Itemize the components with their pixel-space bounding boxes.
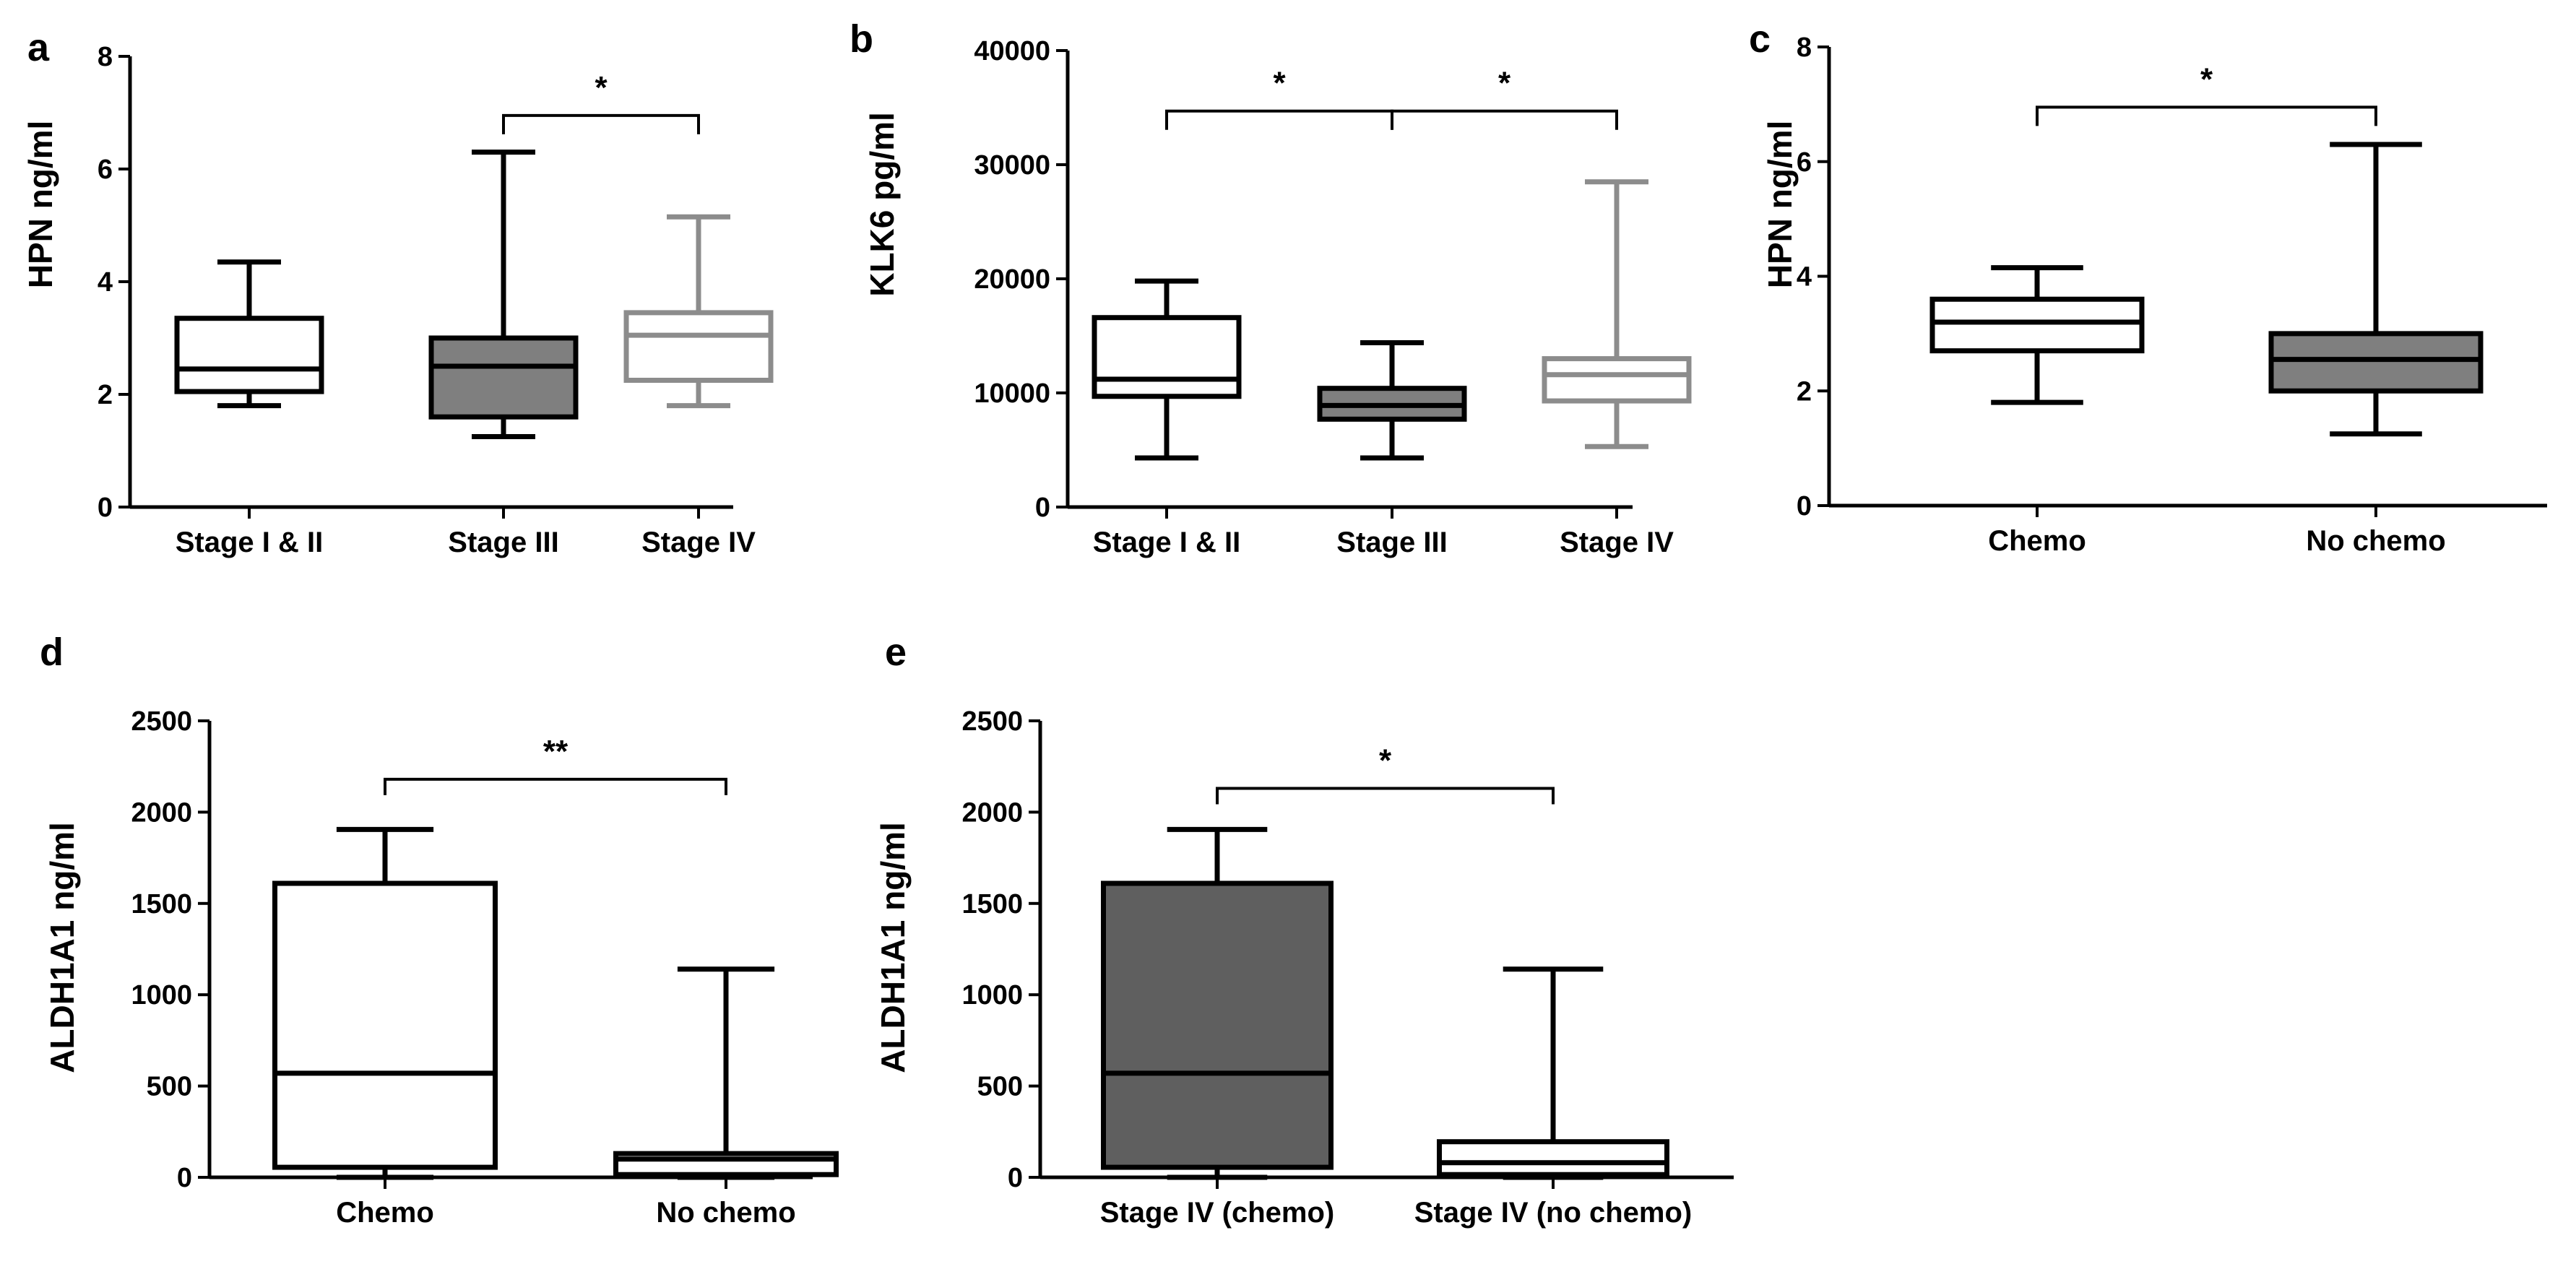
- panel-b-y-tick-label: 10000: [974, 378, 1050, 409]
- panel-a-sig-bracket-0: [502, 113, 700, 134]
- panel-e-x-tick-label: Stage IV (no chemo): [1414, 1197, 1693, 1229]
- panel-a-x-tick-label: Stage III: [448, 527, 558, 558]
- panel-a-sig-label-0: *: [595, 70, 608, 105]
- panel-c-y-tick-label: 8: [1797, 33, 1812, 63]
- panel-d-y-tick-label: 1000: [131, 980, 192, 1010]
- panel-e-letter: e: [885, 631, 907, 674]
- panel-a-box-0-iqr: [174, 316, 324, 394]
- panel-d-sig-bracket-0: [384, 777, 727, 795]
- panel-c-y-tick-label: 0: [1797, 491, 1812, 521]
- panel-b-y-tick-label: 40000: [974, 36, 1050, 66]
- panel-e-y-axis-label: ALDH1A1 ng/ml: [874, 822, 912, 1073]
- panel-e-y-tick-label: 2500: [961, 706, 1023, 737]
- panel-e-sig-label-0: *: [1379, 743, 1392, 779]
- panel-e-y-tick-label: 500: [977, 1072, 1023, 1102]
- panel-b-sig-bracket-1: [1391, 109, 1618, 130]
- panel-a-x-tick-label: Stage IV: [641, 527, 756, 558]
- panel-d-y-axis-label: ALDH1A1 ng/ml: [43, 822, 81, 1073]
- panel-d-x-tick-label: No chemo: [656, 1197, 795, 1229]
- panel-a-letter: a: [27, 26, 50, 69]
- panel-e-y-tick-label: 1500: [961, 889, 1023, 919]
- panel-c-sig-bracket-0: [2036, 105, 2377, 126]
- panel-b-x-tick-label: Stage IV: [1560, 527, 1674, 558]
- panel-a-y-tick-label: 6: [98, 155, 113, 185]
- panel-e-box-0-iqr: [1101, 880, 1334, 1170]
- panel-c-sig-label-0: *: [2200, 61, 2213, 97]
- panel-d-sig-label-0: **: [543, 734, 569, 769]
- panel-c-x-tick-label: No chemo: [2306, 525, 2445, 557]
- panel-e-sig-bracket-0: [1216, 787, 1555, 805]
- panel-b-box-2-iqr: [1542, 356, 1692, 404]
- panel-c-y-tick-label: 4: [1797, 262, 1812, 293]
- panel-e-y-tick-label: 2000: [961, 797, 1023, 828]
- panel-b-x-tick-label: Stage III: [1336, 527, 1447, 558]
- panel-b-box-0-iqr: [1092, 315, 1242, 399]
- panel-d-y-tick-label: 2500: [131, 706, 192, 737]
- panel-d-y-tick-label: 1500: [131, 889, 192, 919]
- panel-b-letter: b: [850, 17, 873, 61]
- panel-b-y-tick-label: 20000: [974, 264, 1050, 295]
- panel-a-box-2-iqr: [623, 310, 774, 383]
- panel-d-x-tick-label: Chemo: [336, 1197, 434, 1229]
- panel-e-box-1-iqr: [1437, 1139, 1669, 1177]
- panel-a-x-tick-label: Stage I & II: [176, 527, 324, 558]
- panel-c-y-tick-label: 6: [1797, 147, 1812, 178]
- panel-a-box-1-iqr: [428, 335, 579, 420]
- panel-e-y-tick-label: 0: [1008, 1163, 1023, 1193]
- panel-c-box-1-iqr: [2268, 331, 2484, 394]
- panel-a-y-tick-label: 8: [98, 42, 113, 72]
- panel-b-y-tick-label: 0: [1035, 493, 1050, 523]
- panel-b-sig-label-0: *: [1273, 66, 1286, 101]
- panel-b-sig-bracket-0: [1165, 109, 1393, 130]
- panel-b-x-tick-label: Stage I & II: [1093, 527, 1241, 558]
- panel-d-y-tick-label: 500: [147, 1072, 192, 1102]
- panel-c-y-tick-label: 2: [1797, 376, 1812, 407]
- panel-a-y-tick-label: 2: [98, 380, 113, 410]
- panel-d-y-tick-label: 2000: [131, 797, 192, 828]
- panel-d-box-0-iqr: [272, 880, 498, 1170]
- panel-c-box-0-iqr: [1929, 296, 2145, 354]
- panel-b-sig-label-1: *: [1498, 66, 1511, 101]
- panel-a-y-tick-label: 0: [98, 493, 113, 523]
- panel-a-y-axis-label: HPN ng/ml: [22, 121, 59, 289]
- panel-d-y-tick-label: 0: [177, 1163, 192, 1193]
- panel-d-letter: d: [40, 631, 64, 674]
- panel-b-y-axis-label: KLK6 pg/ml: [863, 112, 901, 297]
- panel-e-y-tick-label: 1000: [961, 980, 1023, 1010]
- panel-a-y-tick-label: 4: [98, 267, 113, 298]
- panel-b-y-tick-label: 30000: [974, 150, 1050, 181]
- panel-c-x-tick-label: Chemo: [1988, 525, 2086, 557]
- panel-e-x-tick-label: Stage IV (chemo): [1100, 1197, 1335, 1229]
- panel-c-letter: c: [1749, 17, 1771, 61]
- panel-c-y-axis-label: HPN ng/ml: [1761, 121, 1799, 289]
